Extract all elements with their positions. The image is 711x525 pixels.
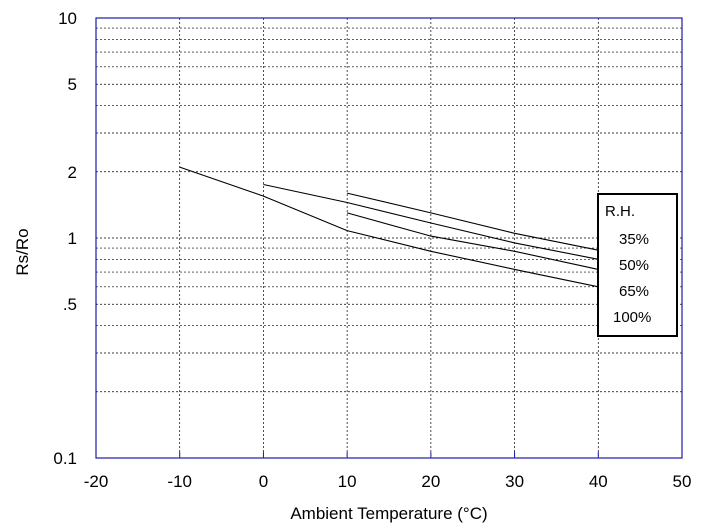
y-tick-label: 1 — [68, 229, 77, 248]
plot-frame — [95, 17, 683, 459]
x-tick-label: 50 — [673, 472, 692, 491]
series-line-100pct — [179, 166, 599, 288]
x-tick-label: 30 — [505, 472, 524, 491]
grid-lines — [96, 18, 682, 458]
x-tick-label: 40 — [589, 472, 608, 491]
axis-ticks: -20 -10 0 10 20 30 40 50 0.1 .5 1 2 5 10 — [53, 9, 691, 491]
y-tick-label: 2 — [68, 163, 77, 182]
legend-entry-65: 65% — [619, 283, 649, 300]
legend-title: R.H. — [605, 203, 635, 220]
x-tick-label: 0 — [259, 472, 268, 491]
x-tick-label: -10 — [167, 472, 192, 491]
series-line-65pct — [346, 212, 599, 270]
legend-entry-100: 100% — [613, 309, 651, 326]
series-line-35pct — [346, 192, 599, 251]
y-tick-label: 0.1 — [53, 449, 77, 468]
series-line-50pct — [263, 183, 599, 260]
y-tick-label: 10 — [58, 9, 77, 28]
y-tick-label: 5 — [68, 75, 77, 94]
x-tick-label: -20 — [84, 472, 109, 491]
legend-entry-35: 35% — [619, 231, 649, 248]
y-tick-label: .5 — [63, 295, 77, 314]
legend: R.H. 35% 50% 65% 100% — [597, 193, 678, 337]
legend-box — [597, 193, 678, 337]
x-tick-label: 20 — [421, 472, 440, 491]
legend-entry-50: 50% — [619, 257, 649, 274]
x-axis-title: Ambient Temperature (°C) — [290, 504, 487, 523]
series-lines — [179, 166, 599, 288]
x-tick-label: 10 — [338, 472, 357, 491]
y-axis-title: Rs/Ro — [13, 228, 32, 275]
